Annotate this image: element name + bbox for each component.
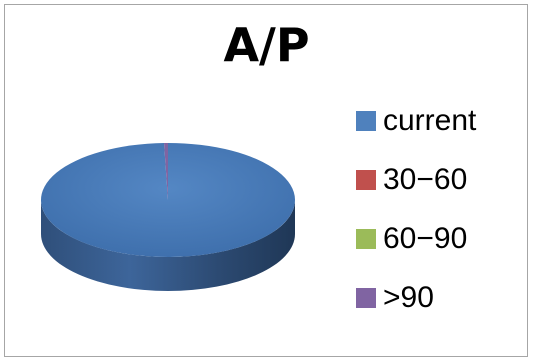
legend-item: 30−60 xyxy=(356,163,468,196)
legend-swatch xyxy=(356,229,376,249)
legend-label: 30−60 xyxy=(383,163,468,196)
legend-item: current xyxy=(356,104,477,137)
legend-item: 60−90 xyxy=(356,222,468,255)
legend-label: 60−90 xyxy=(383,222,468,255)
pie-slice--90 xyxy=(164,143,168,200)
pie-slice-current xyxy=(41,143,296,257)
legend-swatch xyxy=(356,170,376,190)
legend-label: current xyxy=(383,104,477,137)
legend-label: >90 xyxy=(383,281,434,314)
chart-title: A/P xyxy=(223,18,310,72)
legend-item: >90 xyxy=(356,281,434,314)
pie-side-wall xyxy=(41,200,295,291)
legend-swatch xyxy=(356,111,376,131)
legend-swatch xyxy=(356,288,376,308)
